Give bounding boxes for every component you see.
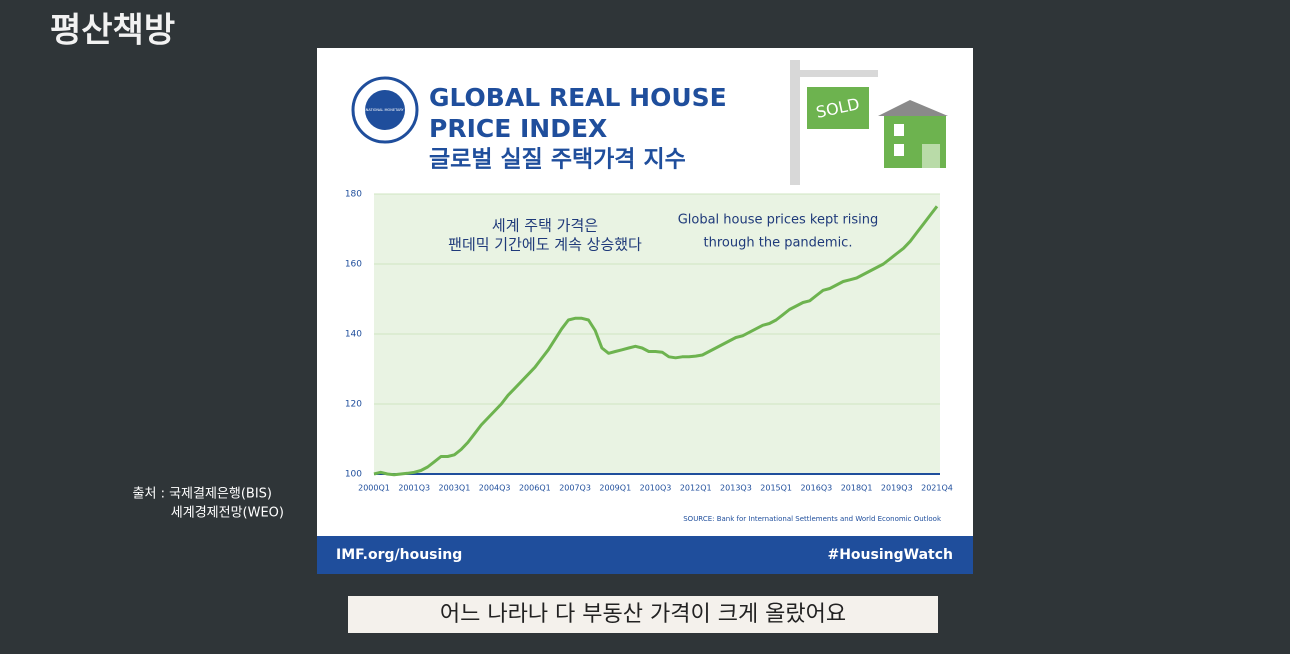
x-tick-label: 2004Q3 [479,484,511,493]
house-garage [922,144,940,168]
annotation: 팬데믹 기간에도 계속 상승했다 [448,236,642,254]
chart-source: SOURCE: Bank for International Settlemen… [683,515,942,523]
annotation: 세계 주택 가격은 [492,217,598,235]
x-tick-label: 2013Q3 [720,484,752,493]
caption-box [348,596,938,633]
sign-post [790,60,800,185]
logo: 평산책방 [50,11,175,51]
footer-hashtag: #HousingWatch [827,547,953,563]
sign [805,85,871,131]
x-tick-label: 2007Q3 [559,484,591,493]
y-tick-label: 100 [345,470,362,480]
seal-text: INTERNATIONAL MONETARY FUND [355,108,415,112]
source-note: 출처 : 국제결제은행(BIS) [133,486,272,502]
y-tick-label: 180 [345,190,362,200]
caption: 어느 나라나 다 부동산 가격이 크게 올랐어요 [440,602,846,627]
x-tick-label: 2018Q1 [841,484,873,493]
house-window [894,144,904,156]
x-tick-label: 2012Q1 [680,484,712,493]
line-series [373,205,939,477]
chart-title: GLOBAL REAL HOUSE PRICE INDEX [429,83,727,143]
annotation: through the pandemic. [704,236,853,251]
y-tick-label: 120 [345,400,362,410]
footer-link: IMF.org/housing [336,547,462,563]
plot: 100 120 140 160 180 2000Q1 2001Q3 2003Q1 2004Q3 2… [345,190,953,493]
x-tick-label: 2001Q3 [398,484,430,493]
y-tick-label: 140 [345,330,362,340]
x-tick-label: 2019Q3 [881,484,913,493]
x-tick-label: 2006Q1 [519,484,551,493]
x-tick-label: 2009Q1 [599,484,631,493]
source-note: 세계경제전망(WEO) [171,506,284,521]
y-tick-label: 160 [345,260,362,270]
annotation: Global house prices kept rising [678,213,879,228]
x-tick-label: 2000Q1 [358,484,390,493]
sign-arm [800,70,878,77]
x-tick-label: 2003Q1 [439,484,471,493]
house-window [894,124,904,136]
house-roof [878,100,948,116]
x-tick-label: 2016Q3 [800,484,832,493]
x-tick-label: 2015Q1 [760,484,792,493]
chart-subtitle: 글로벌 실질 주택가격 지수 [429,147,686,173]
imf-seal-center [365,90,405,130]
footer-band [317,536,973,574]
x-tick-label: 2010Q3 [640,484,672,493]
x-tick-label: 2021Q4 [921,484,953,493]
